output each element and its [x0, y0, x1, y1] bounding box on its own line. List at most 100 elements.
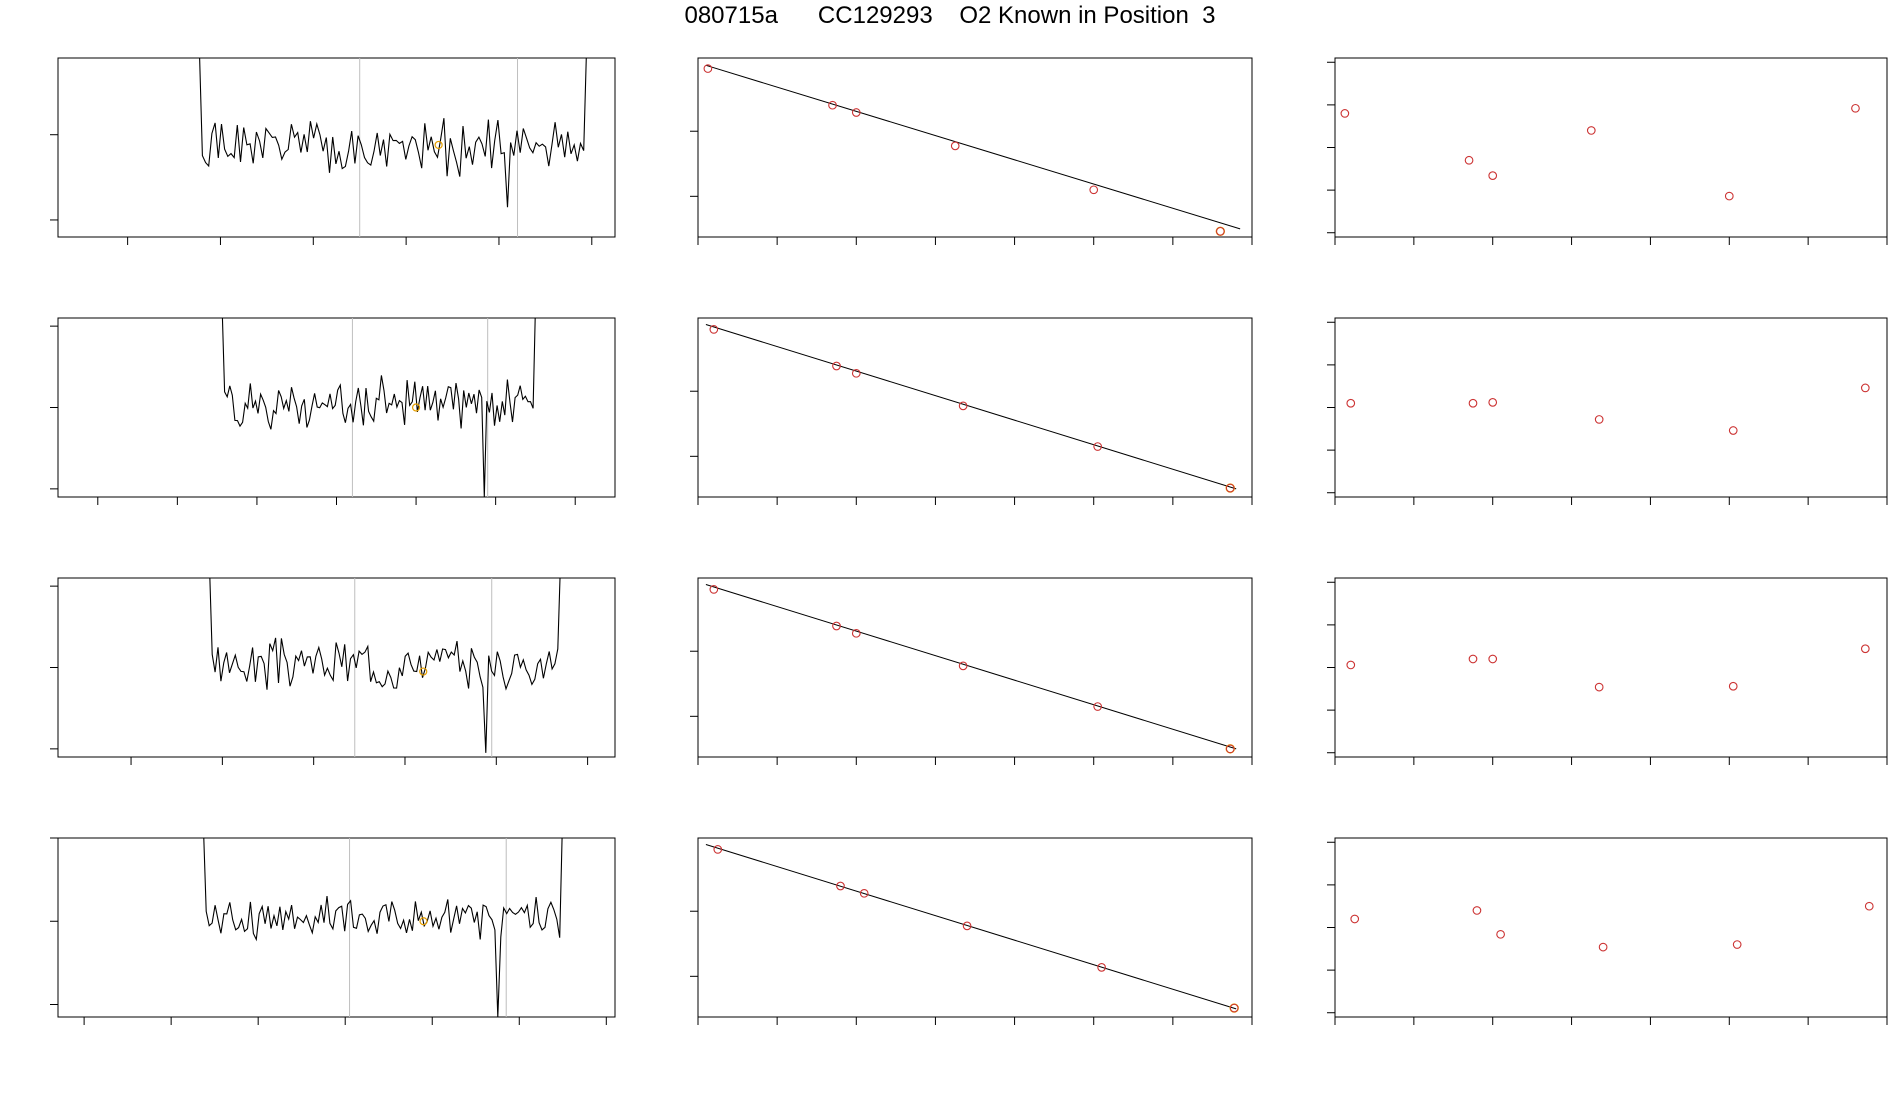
- data-point: [1860, 644, 1870, 654]
- data-point: [1346, 398, 1356, 408]
- y-axis: [1327, 61, 1335, 234]
- data-point: [1488, 171, 1498, 180]
- data-point: [1488, 654, 1498, 664]
- panel-1-3: [1327, 57, 1888, 245]
- x-axis: [1334, 757, 1888, 765]
- x-axis: [1334, 1017, 1888, 1025]
- panel-3-2: [690, 577, 1253, 765]
- data-point: [1728, 426, 1738, 435]
- plot-area: [703, 64, 1241, 237]
- data-point: [859, 888, 869, 898]
- data-point: [1093, 442, 1103, 451]
- plot-area: [1340, 103, 1860, 201]
- series-line: [221, 318, 536, 497]
- y-axis: [690, 130, 698, 197]
- plot-area: [209, 578, 561, 757]
- plot-area: [221, 318, 536, 497]
- known-marker: [419, 917, 428, 926]
- known-marker: [434, 140, 443, 150]
- plot-frame: [57, 837, 616, 1018]
- data-point: [958, 661, 968, 671]
- plot-frame: [697, 317, 1253, 498]
- panel-3-1: [50, 577, 616, 765]
- data-point: [962, 921, 972, 931]
- panel-1-2: [690, 57, 1253, 245]
- x-axis: [127, 237, 593, 245]
- data-point: [1089, 185, 1099, 195]
- data-point: [709, 325, 719, 334]
- data-point: [703, 64, 713, 73]
- data-point: [851, 628, 861, 638]
- data-point: [1598, 942, 1608, 952]
- y-axis: [690, 650, 698, 717]
- data-point: [958, 401, 968, 411]
- plot-area: [705, 324, 1237, 493]
- data-point: [851, 368, 861, 378]
- data-point: [1732, 940, 1742, 949]
- data-point: [1594, 415, 1604, 424]
- data-point: [832, 621, 841, 631]
- known-marker: [411, 403, 421, 412]
- data-point: [950, 141, 960, 151]
- panel-2-2: [690, 317, 1253, 505]
- panel-4-2: [690, 837, 1253, 1025]
- plot-area: [199, 58, 587, 237]
- data-point: [1586, 126, 1596, 135]
- data-point: [1860, 383, 1870, 393]
- data-point: [1350, 914, 1360, 924]
- y-axis: [1327, 841, 1335, 1014]
- plot-area: [705, 584, 1237, 754]
- plot-frame: [1334, 837, 1888, 1018]
- data-point: [1496, 929, 1505, 939]
- panel-3-3: [1327, 577, 1888, 765]
- fit-line: [705, 584, 1237, 750]
- data-point: [1229, 1003, 1239, 1013]
- data-point: [1468, 398, 1478, 408]
- data-point: [1488, 398, 1498, 407]
- x-axis: [697, 237, 1253, 245]
- plot-frame: [1334, 577, 1888, 758]
- series-line: [209, 578, 561, 753]
- plot-area: [1346, 383, 1870, 435]
- data-point: [1851, 103, 1860, 113]
- x-axis: [130, 757, 589, 765]
- data-point: [1468, 654, 1478, 664]
- data-point: [1097, 963, 1106, 972]
- plot-frame: [697, 837, 1253, 1018]
- y-axis: [50, 837, 58, 1006]
- plot-area: [1350, 901, 1874, 952]
- data-point: [1093, 702, 1103, 711]
- data-point: [1340, 109, 1350, 118]
- plot-frame: [57, 57, 616, 238]
- panel-2-1: [50, 317, 616, 505]
- plot-frame: [1334, 317, 1888, 498]
- y-axis: [690, 910, 698, 977]
- y-axis: [1327, 581, 1335, 754]
- data-point: [1225, 483, 1235, 493]
- x-axis: [697, 1017, 1253, 1025]
- panel-1-1: [50, 57, 616, 245]
- plot-frame: [1334, 57, 1888, 238]
- x-axis: [1334, 497, 1888, 505]
- data-point: [851, 108, 861, 117]
- data-point: [1724, 191, 1734, 201]
- data-point: [1472, 906, 1482, 915]
- y-axis: [50, 134, 58, 221]
- x-axis: [97, 497, 576, 505]
- panel-2-3: [1327, 317, 1888, 505]
- panel-4-1: [50, 837, 616, 1025]
- x-axis: [697, 497, 1253, 505]
- plot-area: [203, 838, 563, 1017]
- data-point: [1216, 227, 1225, 236]
- data-point: [832, 361, 841, 371]
- y-axis: [690, 390, 698, 457]
- y-axis: [50, 585, 58, 750]
- series-line: [203, 838, 563, 1017]
- data-point: [709, 585, 719, 594]
- plot-frame: [57, 577, 616, 758]
- page-title: 080715a CC129293 O2 Known in Position 3: [684, 2, 1216, 29]
- x-axis: [83, 1017, 607, 1025]
- x-axis: [697, 757, 1253, 765]
- plot-frame: [697, 577, 1253, 758]
